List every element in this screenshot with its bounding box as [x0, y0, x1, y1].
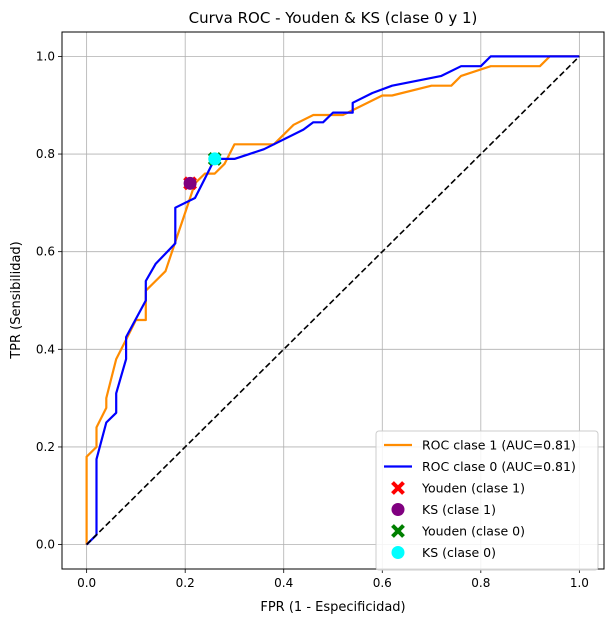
marker-circle: [208, 152, 222, 166]
legend-marker-swatch: [391, 524, 405, 538]
y-tick-label: 0.6: [36, 245, 55, 259]
legend-label: Youden (clase 0): [421, 524, 525, 539]
x-tick-label: 1.0: [570, 576, 589, 590]
y-axis-label: TPR (Sensibilidad): [9, 241, 24, 360]
legend-label: KS (clase 1): [422, 502, 496, 517]
roc-line-series-0: [85, 55, 580, 545]
legend-label: KS (clase 0): [422, 545, 496, 560]
y-tick-label: 0.4: [36, 342, 55, 356]
x-tick-label: 0.0: [77, 576, 96, 590]
y-tick-label: 0.2: [36, 440, 55, 454]
marker-circle: [183, 176, 197, 190]
grid: [62, 32, 604, 569]
x-tick-label: 0.4: [274, 576, 293, 590]
marker-layer: [183, 152, 222, 191]
legend: ROC clase 1 (AUC=0.81) ROC clase 0 (AUC=0…: [375, 430, 599, 571]
legend-marker-swatch: [391, 503, 405, 516]
legend-label: ROC clase 0 (AUC=0.81): [422, 459, 576, 474]
legend-label: ROC clase 1 (AUC=0.81): [422, 438, 576, 453]
x-axis-label: FPR (1 - Especificidad): [260, 600, 405, 615]
x-tick-label: 0.6: [373, 576, 392, 590]
y-tick-label: 0.8: [36, 147, 55, 161]
legend-marker-swatch: [391, 481, 405, 495]
series-layer: [85, 55, 580, 546]
y-tick-label: 0.0: [36, 538, 55, 552]
legend-marker-swatch: [391, 546, 405, 559]
roc-line-series-1: [85, 55, 580, 546]
plot-frame: [61, 31, 605, 570]
axis-ticks: 0.0 0.2 0.4 0.6 0.8 1.0 0.0 0.2 0.4 0.6 0.8 1.0: [36, 49, 589, 590]
x-tick-label: 0.8: [471, 576, 490, 590]
diagonal-reference-line: [86, 55, 580, 546]
legend-label: Youden (clase 1): [421, 481, 525, 496]
chart-title: Curva ROC - Youden & KS (clase 0 y 1): [189, 9, 478, 27]
y-tick-label: 1.0: [36, 49, 55, 63]
legend-box: [375, 430, 599, 571]
x-tick-label: 0.2: [176, 576, 195, 590]
